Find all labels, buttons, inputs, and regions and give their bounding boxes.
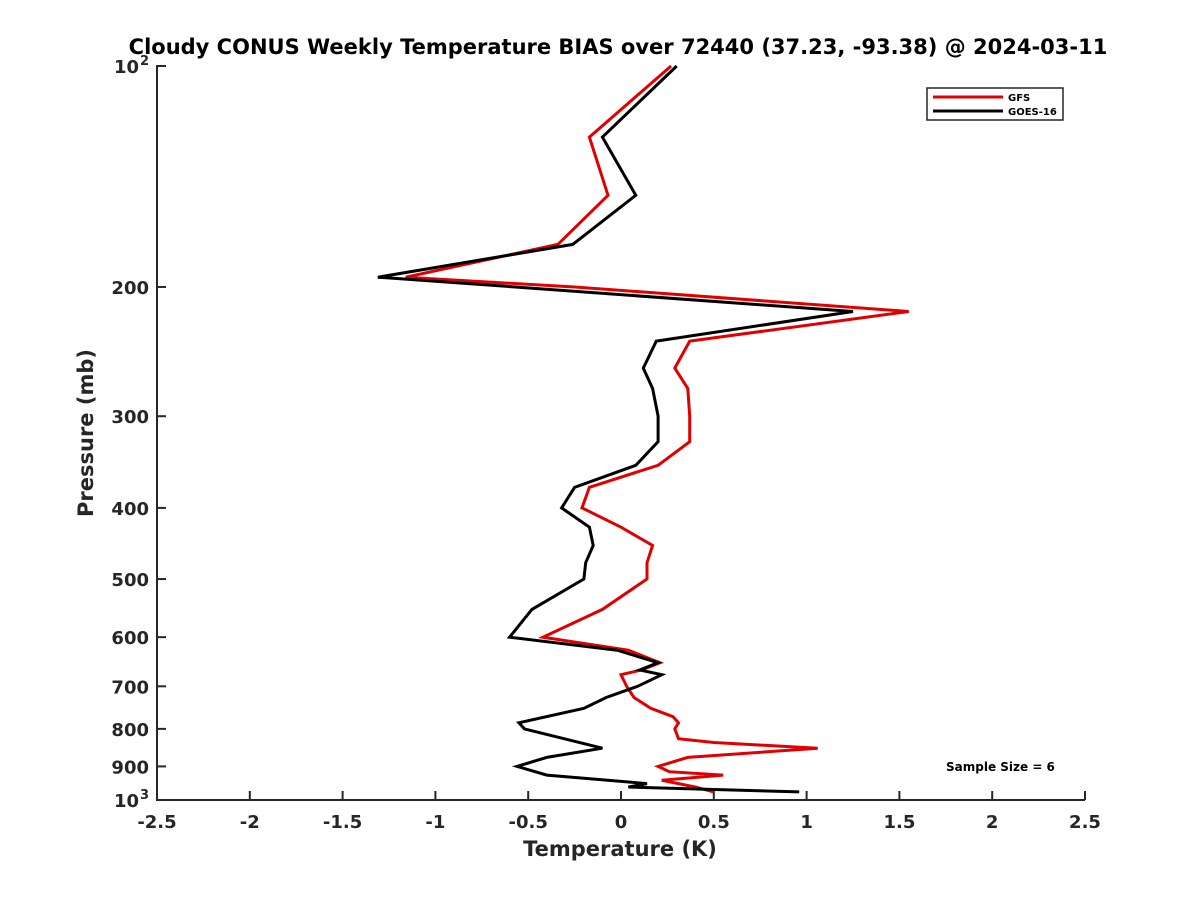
series-line-gfs: [405, 64, 909, 794]
y-axis-label: Pressure (mb): [74, 349, 98, 517]
legend-box: [926, 87, 1064, 121]
y-tick-label: 800: [111, 720, 149, 741]
y-tick-exponent: 2: [140, 54, 149, 69]
y-tick-label: 200: [111, 278, 149, 299]
series-layer: [377, 64, 909, 794]
x-tick-label: 0.5: [698, 812, 730, 833]
y-tick-label: 700: [111, 677, 149, 698]
y-tick-label: 10: [114, 791, 139, 812]
x-tick-label: 2: [986, 812, 999, 833]
x-tick-label: -1: [425, 812, 445, 833]
y-tick-label: 10: [114, 57, 139, 78]
y-tick-label: 900: [111, 757, 149, 778]
legend-label-goes16: GOES-16: [1008, 107, 1057, 118]
x-tick-label: 2.5: [1069, 812, 1101, 833]
sample-size-annotation: Sample Size = 6: [946, 760, 1055, 774]
y-tick-label: 300: [111, 407, 149, 428]
y-tick-label: 500: [111, 570, 149, 591]
legend-label-gfs: GFS: [1008, 93, 1030, 104]
x-tick-label: 0: [615, 812, 628, 833]
y-tick-label: 400: [111, 499, 149, 520]
x-tick-label: -0.5: [509, 812, 548, 833]
x-tick-label: -1.5: [323, 812, 362, 833]
x-tick-label: 1: [800, 812, 813, 833]
chart-title: Cloudy CONUS Weekly Temperature BIAS ove…: [129, 35, 1108, 59]
y-tick-label: 600: [111, 628, 149, 649]
legend: GFS GOES-16: [926, 87, 1064, 121]
x-tick-label: -2: [240, 812, 260, 833]
y-tick-exponent: 3: [140, 788, 149, 803]
series-line-goes16: [377, 64, 854, 794]
x-axis-ticks: -2.5 -2 -1.5 -1 -0.5 0 0.5 1 1.5 2 2.5: [137, 791, 1101, 833]
x-tick-label: 1.5: [883, 812, 915, 833]
x-tick-label: -2.5: [137, 812, 176, 833]
x-axis-label: Temperature (K): [523, 837, 717, 861]
axes-frame: [156, 65, 1085, 801]
